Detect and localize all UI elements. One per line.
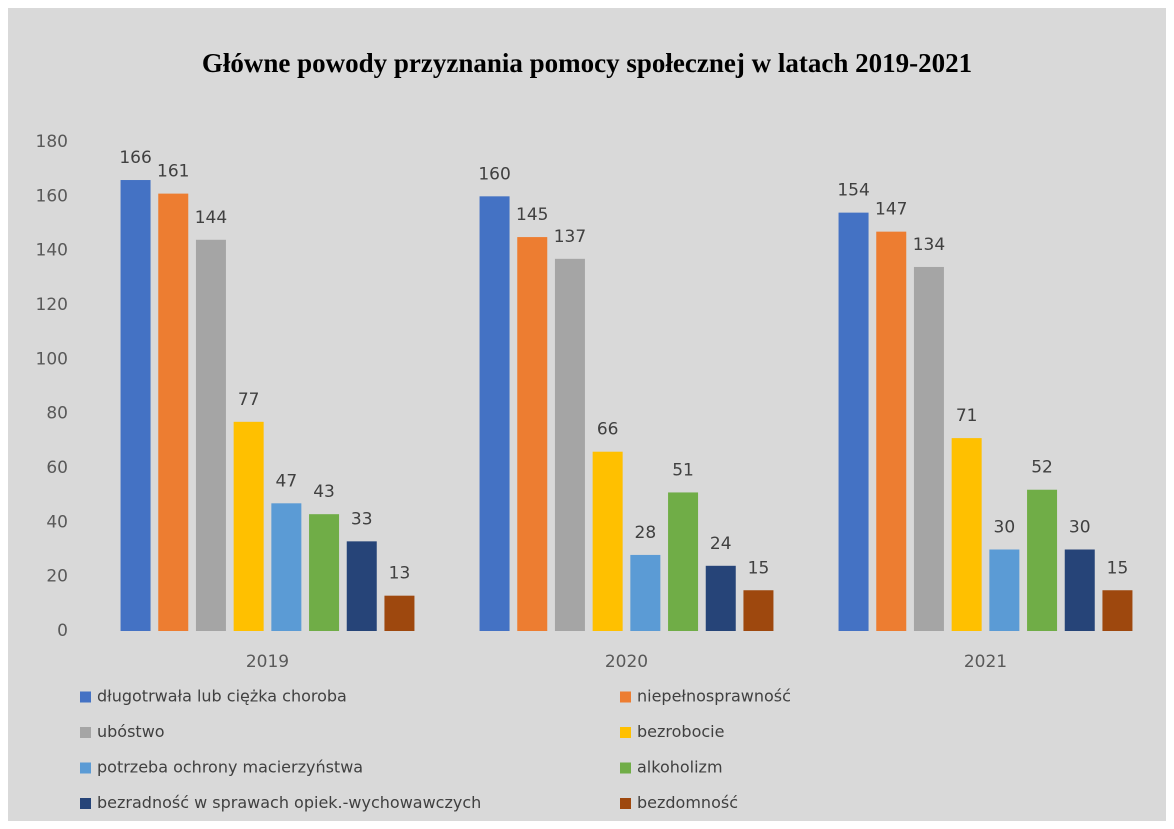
bar	[989, 549, 1020, 631]
value-label: 134	[913, 235, 945, 255]
legend-label: długotrwała lub ciężka choroba	[97, 687, 347, 706]
legend-label: bezradność w sprawach opiek.-wychowawczy…	[97, 793, 481, 812]
value-label: 77	[238, 390, 260, 410]
chart-title: Główne powody przyznania pomocy społeczn…	[202, 48, 972, 78]
bar	[705, 565, 736, 631]
bar	[876, 231, 907, 631]
value-label: 66	[597, 420, 619, 440]
legend-swatch	[620, 691, 631, 703]
value-label: 160	[478, 164, 510, 184]
y-tick-label: 100	[36, 349, 68, 369]
value-label: 15	[748, 558, 770, 578]
bar	[630, 554, 661, 631]
value-label: 30	[1069, 518, 1091, 538]
value-label: 13	[389, 564, 411, 584]
legend-swatch	[80, 762, 91, 774]
legend-swatch	[620, 727, 631, 738]
value-label: 71	[956, 406, 978, 426]
bar	[384, 595, 415, 631]
y-tick-label: 180	[36, 132, 68, 152]
bar	[554, 258, 585, 631]
legend-swatch	[620, 798, 631, 809]
bar	[1027, 489, 1058, 631]
y-tick-label: 20	[46, 567, 68, 587]
x-tick-label: 2021	[964, 652, 1007, 672]
y-tick-label: 0	[57, 621, 68, 641]
value-label: 52	[1031, 458, 1053, 478]
legend-label: potrzeba ochrony macierzyństwa	[97, 758, 363, 777]
value-label: 28	[635, 523, 657, 543]
bar	[158, 193, 189, 631]
legend-swatch	[80, 691, 91, 703]
legend-label: ubóstwo	[97, 722, 165, 741]
value-label: 24	[710, 534, 732, 554]
bar	[1102, 590, 1133, 631]
bar	[233, 421, 264, 631]
bar	[1064, 549, 1095, 631]
value-label: 144	[195, 208, 227, 228]
bar	[951, 438, 982, 631]
y-tick-label: 80	[46, 404, 68, 424]
legend-label: bezdomność	[637, 793, 738, 812]
bar	[195, 239, 226, 632]
value-label: 137	[554, 227, 586, 247]
value-label: 47	[276, 471, 298, 491]
bar	[271, 503, 302, 631]
legend-label: bezrobocie	[637, 722, 724, 741]
value-label: 154	[837, 181, 869, 201]
y-tick-label: 160	[36, 186, 68, 206]
value-label: 161	[157, 162, 189, 182]
value-label: 33	[351, 509, 373, 529]
x-tick-label: 2019	[246, 652, 289, 672]
bar	[743, 590, 774, 631]
value-label: 147	[875, 200, 907, 220]
y-tick-label: 120	[36, 295, 68, 315]
value-label: 166	[119, 148, 151, 168]
legend-label: alkoholizm	[637, 758, 723, 777]
y-tick-label: 40	[46, 512, 68, 532]
bar	[479, 196, 510, 632]
legend-swatch	[80, 727, 91, 738]
bar	[838, 212, 869, 631]
value-label: 51	[672, 460, 694, 480]
value-label: 43	[313, 482, 335, 502]
bar	[668, 492, 699, 631]
value-label: 145	[516, 205, 548, 225]
y-tick-label: 140	[36, 241, 68, 261]
legend-label: niepełnosprawność	[637, 687, 791, 706]
bar	[120, 180, 151, 632]
bar	[592, 451, 623, 631]
legend-swatch	[620, 762, 631, 774]
y-tick-label: 60	[46, 458, 68, 478]
x-tick-label: 2020	[605, 652, 648, 672]
bar	[517, 237, 548, 632]
value-label: 30	[994, 518, 1016, 538]
bar	[309, 514, 340, 631]
bar	[913, 266, 944, 631]
bar	[346, 541, 377, 631]
value-label: 15	[1107, 558, 1129, 578]
legend-swatch	[80, 798, 91, 809]
